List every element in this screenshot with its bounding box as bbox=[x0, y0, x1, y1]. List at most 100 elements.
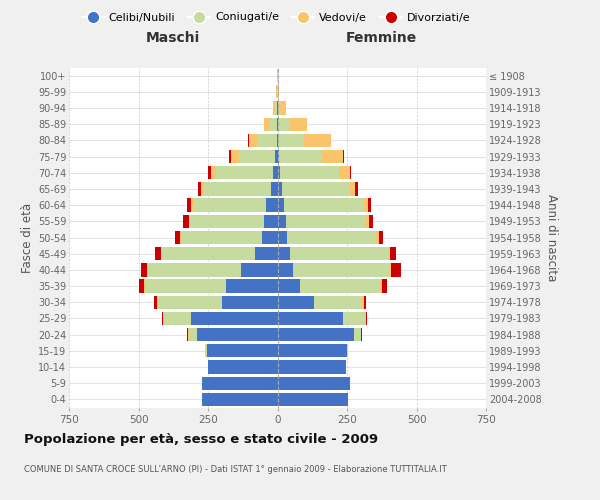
Bar bbox=[141, 263, 147, 276]
Bar bbox=[241, 263, 277, 276]
Bar bbox=[262, 231, 277, 244]
Bar bbox=[229, 150, 231, 163]
Bar bbox=[278, 85, 280, 98]
Bar bbox=[379, 231, 383, 244]
Bar bbox=[338, 166, 350, 179]
Legend: Celibi/Nubili, Coniugati/e, Vedovi/e, Divorziati/e: Celibi/Nubili, Coniugati/e, Vedovi/e, Di… bbox=[77, 8, 475, 27]
Bar bbox=[355, 182, 358, 196]
Bar bbox=[277, 166, 280, 179]
Bar bbox=[208, 360, 277, 374]
Bar bbox=[376, 231, 379, 244]
Y-axis label: Fasce di età: Fasce di età bbox=[20, 202, 34, 272]
Bar bbox=[145, 280, 226, 292]
Text: Popolazione per età, sesso e stato civile - 2009: Popolazione per età, sesso e stato civil… bbox=[24, 432, 378, 446]
Bar bbox=[280, 102, 286, 114]
Bar bbox=[277, 263, 293, 276]
Bar bbox=[278, 118, 289, 131]
Bar bbox=[277, 231, 287, 244]
Bar bbox=[343, 312, 365, 325]
Bar bbox=[154, 296, 157, 309]
Bar bbox=[239, 150, 275, 163]
Bar bbox=[190, 214, 263, 228]
Bar bbox=[155, 247, 161, 260]
Bar bbox=[277, 328, 354, 342]
Bar bbox=[277, 150, 279, 163]
Bar bbox=[161, 247, 162, 260]
Bar bbox=[289, 118, 307, 131]
Bar bbox=[257, 134, 277, 147]
Bar bbox=[277, 198, 284, 212]
Bar bbox=[304, 134, 331, 147]
Bar bbox=[277, 312, 343, 325]
Bar bbox=[354, 328, 361, 342]
Bar bbox=[279, 150, 320, 163]
Bar bbox=[191, 198, 193, 212]
Bar bbox=[204, 182, 271, 196]
Bar bbox=[389, 247, 390, 260]
Bar bbox=[191, 312, 277, 325]
Bar bbox=[293, 263, 390, 276]
Bar bbox=[255, 247, 277, 260]
Bar bbox=[368, 198, 371, 212]
Bar bbox=[347, 344, 349, 358]
Bar bbox=[390, 263, 391, 276]
Bar bbox=[343, 150, 344, 163]
Bar bbox=[193, 198, 266, 212]
Bar bbox=[277, 182, 281, 196]
Bar bbox=[248, 134, 249, 147]
Bar bbox=[280, 166, 338, 179]
Bar bbox=[277, 376, 350, 390]
Bar bbox=[364, 198, 368, 212]
Bar bbox=[266, 198, 277, 212]
Bar bbox=[263, 214, 277, 228]
Bar bbox=[369, 214, 373, 228]
Bar bbox=[202, 376, 277, 390]
Bar bbox=[206, 344, 277, 358]
Bar bbox=[183, 214, 188, 228]
Bar bbox=[274, 102, 275, 114]
Bar bbox=[275, 102, 277, 114]
Bar bbox=[217, 166, 274, 179]
Bar bbox=[277, 214, 286, 228]
Bar bbox=[366, 312, 367, 325]
Bar bbox=[390, 247, 395, 260]
Bar bbox=[202, 393, 277, 406]
Text: COMUNE DI SANTA CROCE SULL'ARNO (PI) - Dati ISTAT 1° gennaio 2009 - Elaborazione: COMUNE DI SANTA CROCE SULL'ARNO (PI) - D… bbox=[24, 466, 447, 474]
Bar bbox=[271, 182, 277, 196]
Bar bbox=[320, 150, 343, 163]
Bar bbox=[147, 263, 148, 276]
Bar bbox=[158, 296, 222, 309]
Bar bbox=[277, 344, 347, 358]
Bar bbox=[175, 231, 180, 244]
Bar bbox=[287, 231, 376, 244]
Bar bbox=[182, 231, 262, 244]
Bar bbox=[391, 263, 401, 276]
Bar bbox=[208, 166, 211, 179]
Text: Femmine: Femmine bbox=[346, 31, 418, 45]
Bar bbox=[275, 150, 277, 163]
Bar bbox=[277, 360, 346, 374]
Bar bbox=[269, 118, 277, 131]
Bar bbox=[277, 102, 280, 114]
Bar bbox=[284, 198, 364, 212]
Bar bbox=[164, 312, 191, 325]
Bar bbox=[350, 182, 355, 196]
Bar bbox=[382, 280, 388, 292]
Y-axis label: Anni di nascita: Anni di nascita bbox=[545, 194, 558, 281]
Bar bbox=[290, 247, 389, 260]
Text: Maschi: Maschi bbox=[146, 31, 200, 45]
Bar bbox=[364, 296, 367, 309]
Bar bbox=[300, 280, 380, 292]
Bar bbox=[277, 247, 290, 260]
Bar bbox=[144, 280, 145, 292]
Bar bbox=[211, 166, 217, 179]
Bar bbox=[277, 393, 349, 406]
Bar bbox=[367, 214, 369, 228]
Bar bbox=[157, 296, 158, 309]
Bar bbox=[278, 134, 304, 147]
Bar bbox=[188, 214, 190, 228]
Bar bbox=[226, 280, 277, 292]
Bar bbox=[314, 296, 362, 309]
Bar bbox=[197, 328, 277, 342]
Bar bbox=[162, 247, 255, 260]
